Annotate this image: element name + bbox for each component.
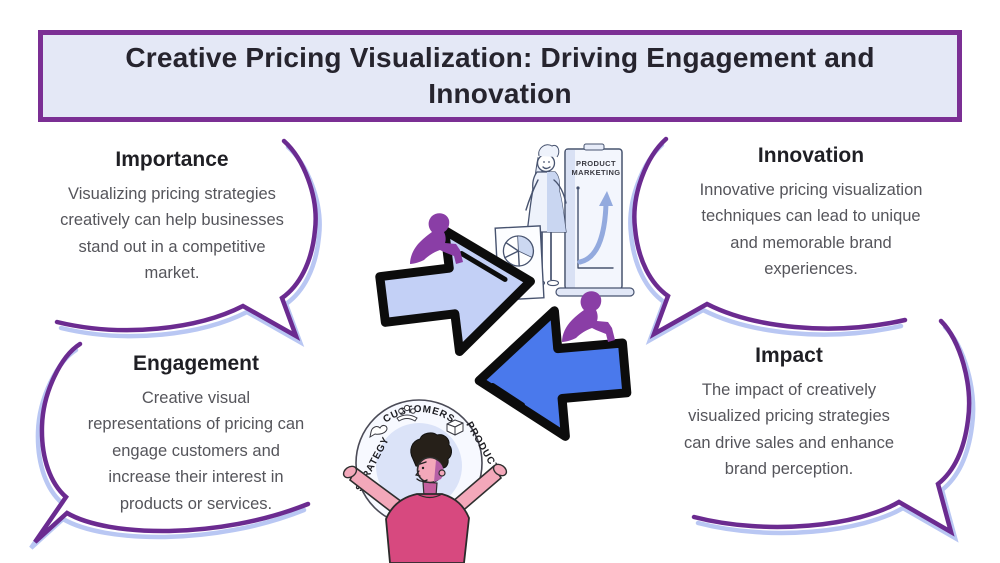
section-body-importance: Visualizing pricing strategies creativel… [60,185,284,283]
page-title: Creative Pricing Visualization: Driving … [125,41,875,109]
section-heading-innovation: Innovation [757,144,865,167]
section-impact: Impact The impact of creatively visualiz… [656,344,922,483]
section-heading-impact: Impact [755,344,823,367]
customers-icon [396,404,418,422]
section-innovation: Innovation Innovative pricing visualizat… [672,144,950,283]
speech-bubble-innovation [628,136,908,345]
dove-icon [369,425,388,439]
growth-arrow-chart [576,186,614,269]
speech-bubble-importance [54,138,322,347]
section-body-innovation: Innovative pricing visualization techniq… [699,181,923,279]
happy-man-illustration: STRATEGY CUSTOMERS PRODUCT [342,399,508,563]
title-banner: Creative Pricing Visualization: Driving … [38,30,962,122]
speech-bubble-impact [691,318,976,543]
banner-text-line2: MARKETING [571,168,620,177]
banner-text-line1: PRODUCT [576,159,616,168]
section-engagement: Engagement Creative visual representatio… [52,352,340,517]
section-importance: Importance Visualizing pricing strategie… [32,148,312,287]
woman-figure [525,144,567,287]
sitting-person-silhouette-right [562,291,615,342]
section-heading-engagement: Engagement [132,352,260,375]
arrow-right-icon [375,225,535,357]
section-body-engagement: Creative visual representations of prici… [87,389,305,513]
section-heading-importance: Importance [115,148,229,171]
product-box-icon [446,419,464,436]
section-body-impact: The impact of creatively visualized pric… [683,381,895,479]
man-figure [342,432,508,563]
speech-bubble-engagement [29,341,311,550]
arrow-left-icon [474,306,632,441]
